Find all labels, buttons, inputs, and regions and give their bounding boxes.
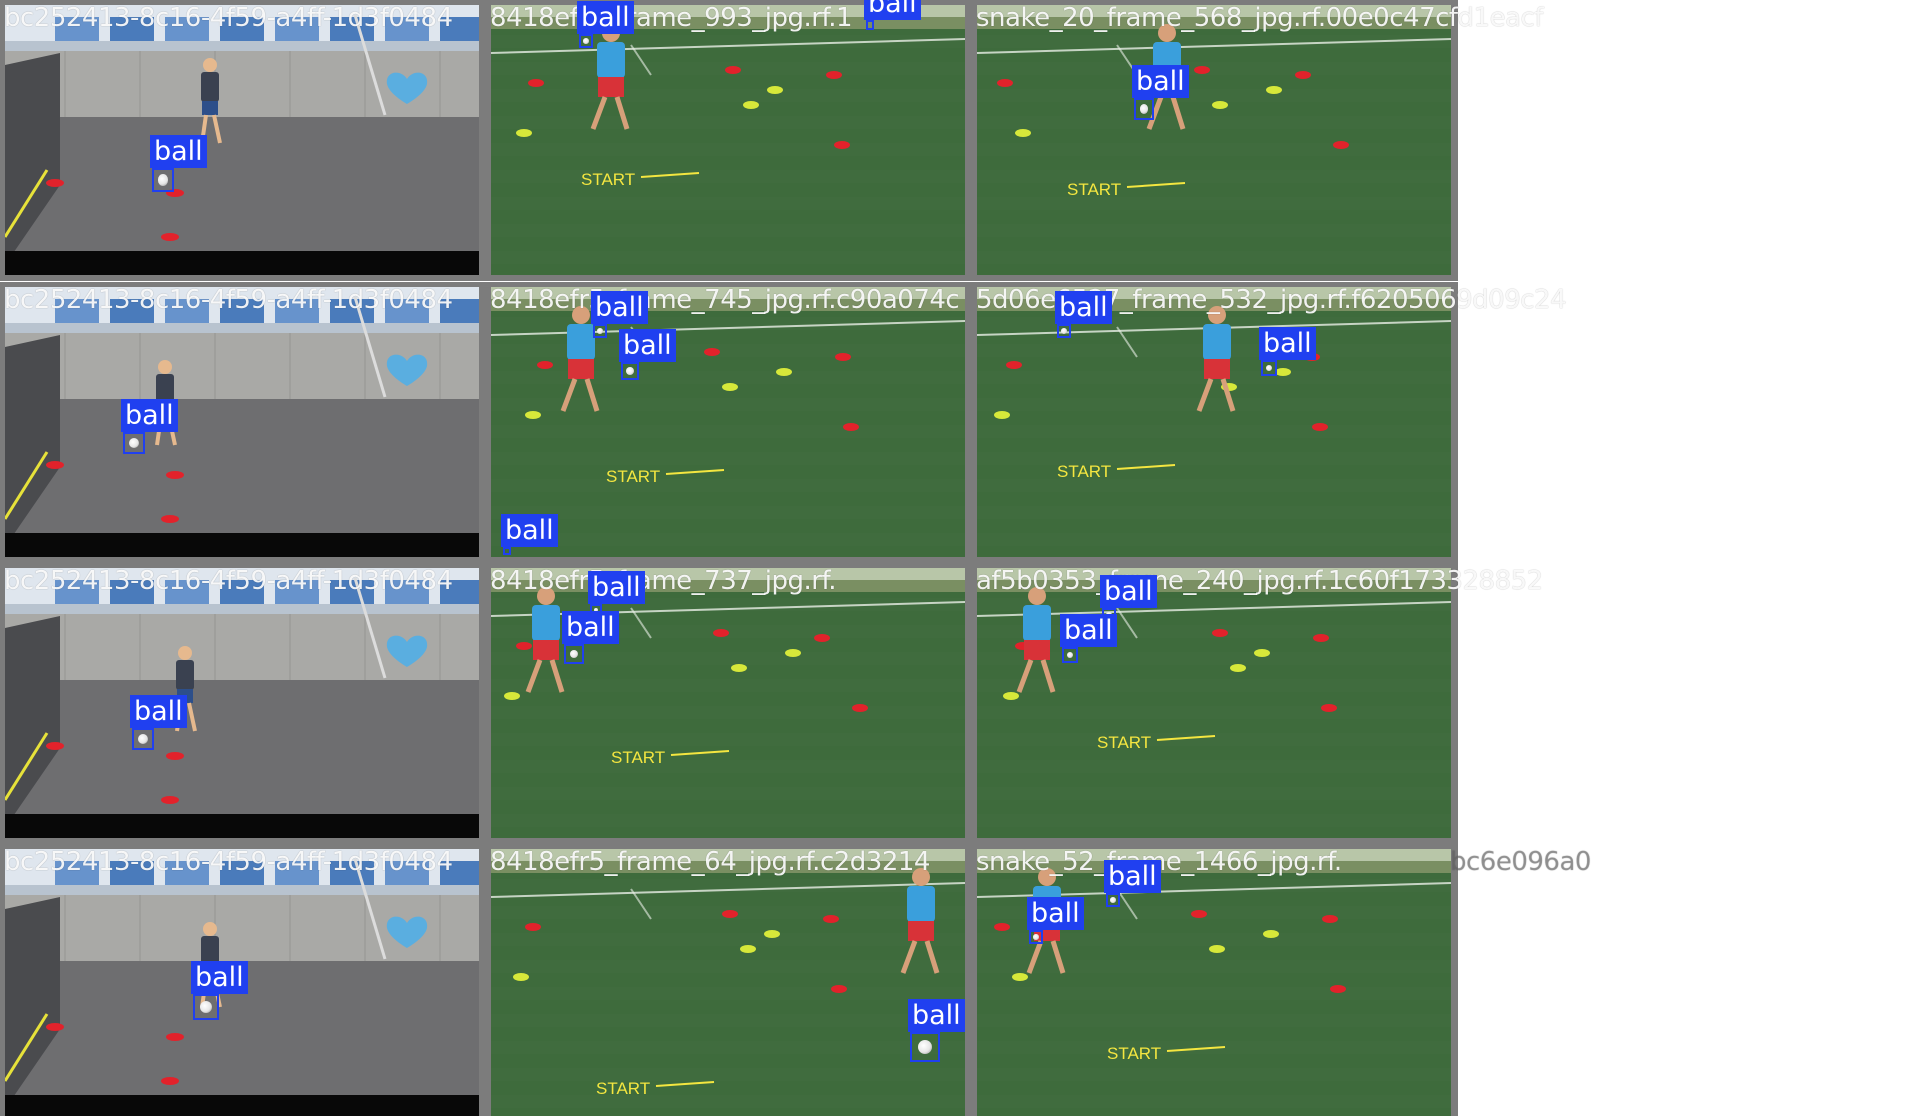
bounding-box bbox=[1261, 360, 1277, 376]
mosaic-tile: START ball bbox=[486, 844, 972, 1116]
detection-label: ball bbox=[1027, 897, 1084, 930]
ball-detection: ball bbox=[619, 329, 676, 380]
start-marking-text: START bbox=[1067, 180, 1121, 199]
bounding-box bbox=[866, 20, 874, 30]
detection-label: ball bbox=[864, 0, 921, 20]
detection-label: ball bbox=[577, 1, 634, 34]
training-field-scene: START bbox=[491, 568, 965, 838]
detection-label: ball bbox=[501, 514, 558, 547]
start-marking-text: START bbox=[1107, 1044, 1161, 1063]
courtyard-wall-scene bbox=[5, 5, 479, 275]
detection-label: ball bbox=[619, 329, 676, 362]
mosaic-tile: ball bbox=[0, 282, 486, 563]
detection-label: ball bbox=[1055, 291, 1112, 324]
bounding-box bbox=[621, 362, 639, 380]
ball-detection: ball bbox=[1259, 327, 1316, 376]
training-field-scene: START bbox=[977, 849, 1451, 1116]
start-marking-text: START bbox=[596, 1079, 650, 1098]
courtyard-wall-scene bbox=[5, 849, 479, 1116]
mosaic-tile: ball bbox=[0, 844, 486, 1116]
courtyard-wall-scene bbox=[5, 568, 479, 838]
start-marking-text: START bbox=[611, 748, 665, 767]
training-field-scene: START bbox=[977, 287, 1451, 557]
training-field-scene: START bbox=[977, 5, 1451, 275]
detection-label: ball bbox=[588, 571, 645, 604]
detection-label: ball bbox=[121, 399, 178, 432]
mosaic-tile: ball bbox=[0, 0, 486, 281]
ball-detection: ball bbox=[191, 961, 248, 1020]
detection-label: ball bbox=[1100, 575, 1157, 608]
ball-detection: ball bbox=[1027, 897, 1084, 944]
ball-detection: ball bbox=[150, 135, 207, 192]
ball-detection: ball bbox=[908, 999, 965, 1062]
ball-detection: ball bbox=[130, 695, 187, 750]
ball-detection: ball bbox=[864, 0, 921, 30]
mosaic-tile: START ball bbox=[972, 0, 1458, 281]
bounding-box bbox=[1062, 647, 1078, 663]
mosaic-tile: START ball ball bbox=[972, 282, 1458, 563]
detection-label: ball bbox=[1259, 327, 1316, 360]
detection-label: ball bbox=[562, 611, 619, 644]
detection-label: ball bbox=[1060, 614, 1117, 647]
ball-detection: ball bbox=[577, 1, 634, 48]
start-marking-text: START bbox=[1097, 733, 1151, 752]
bounding-box bbox=[593, 324, 607, 338]
bounding-box bbox=[1106, 893, 1120, 907]
detection-label: ball bbox=[130, 695, 187, 728]
bounding-box bbox=[123, 432, 145, 454]
detection-label: ball bbox=[1132, 65, 1189, 98]
ball-detection: ball bbox=[1055, 291, 1112, 338]
ball-detection: ball bbox=[1060, 614, 1117, 663]
ball-detection: ball bbox=[588, 571, 645, 616]
mosaic-tile: START ball ball bbox=[486, 0, 972, 281]
detection-label: ball bbox=[1104, 860, 1161, 893]
ball-detection: ball bbox=[562, 611, 619, 664]
ball-detection: ball bbox=[1104, 860, 1161, 907]
training-field-scene: START bbox=[977, 568, 1451, 838]
training-field-scene: START bbox=[491, 849, 965, 1116]
tile-caption-tail: bc6e096a0 bbox=[1450, 847, 1591, 877]
detection-label: ball bbox=[191, 961, 248, 994]
bounding-box bbox=[503, 547, 511, 555]
bounding-box bbox=[152, 168, 174, 192]
detection-label: ball bbox=[591, 291, 648, 324]
start-marking-text: START bbox=[1057, 462, 1111, 481]
mosaic-tile: START ball ball bbox=[972, 844, 1458, 1116]
bounding-box bbox=[1057, 324, 1071, 338]
bounding-box bbox=[1029, 930, 1043, 944]
training-field-scene: START bbox=[491, 287, 965, 557]
training-field-scene: START bbox=[491, 5, 965, 275]
detection-label: ball bbox=[150, 135, 207, 168]
bounding-box bbox=[910, 1032, 940, 1062]
start-marking-text: START bbox=[606, 467, 660, 486]
bounding-box bbox=[579, 34, 593, 48]
bounding-box bbox=[1134, 98, 1154, 120]
courtyard-wall-scene bbox=[5, 287, 479, 557]
ball-detection: ball bbox=[1132, 65, 1189, 120]
mosaic-tile: ball bbox=[0, 563, 486, 844]
bounding-box bbox=[193, 994, 219, 1020]
ball-detection: ball bbox=[591, 291, 648, 338]
ball-detection: ball bbox=[501, 514, 558, 555]
mosaic-tile: START ball ball bbox=[486, 563, 972, 844]
start-marking-text: START bbox=[581, 170, 635, 189]
ball-detection: ball bbox=[121, 399, 178, 454]
bounding-box bbox=[564, 644, 584, 664]
mosaic-tile: START ball ball bbox=[972, 563, 1458, 844]
detection-label: ball bbox=[908, 999, 965, 1032]
mosaic-tile: START ball ball ball bbox=[486, 282, 972, 563]
bounding-box bbox=[132, 728, 154, 750]
